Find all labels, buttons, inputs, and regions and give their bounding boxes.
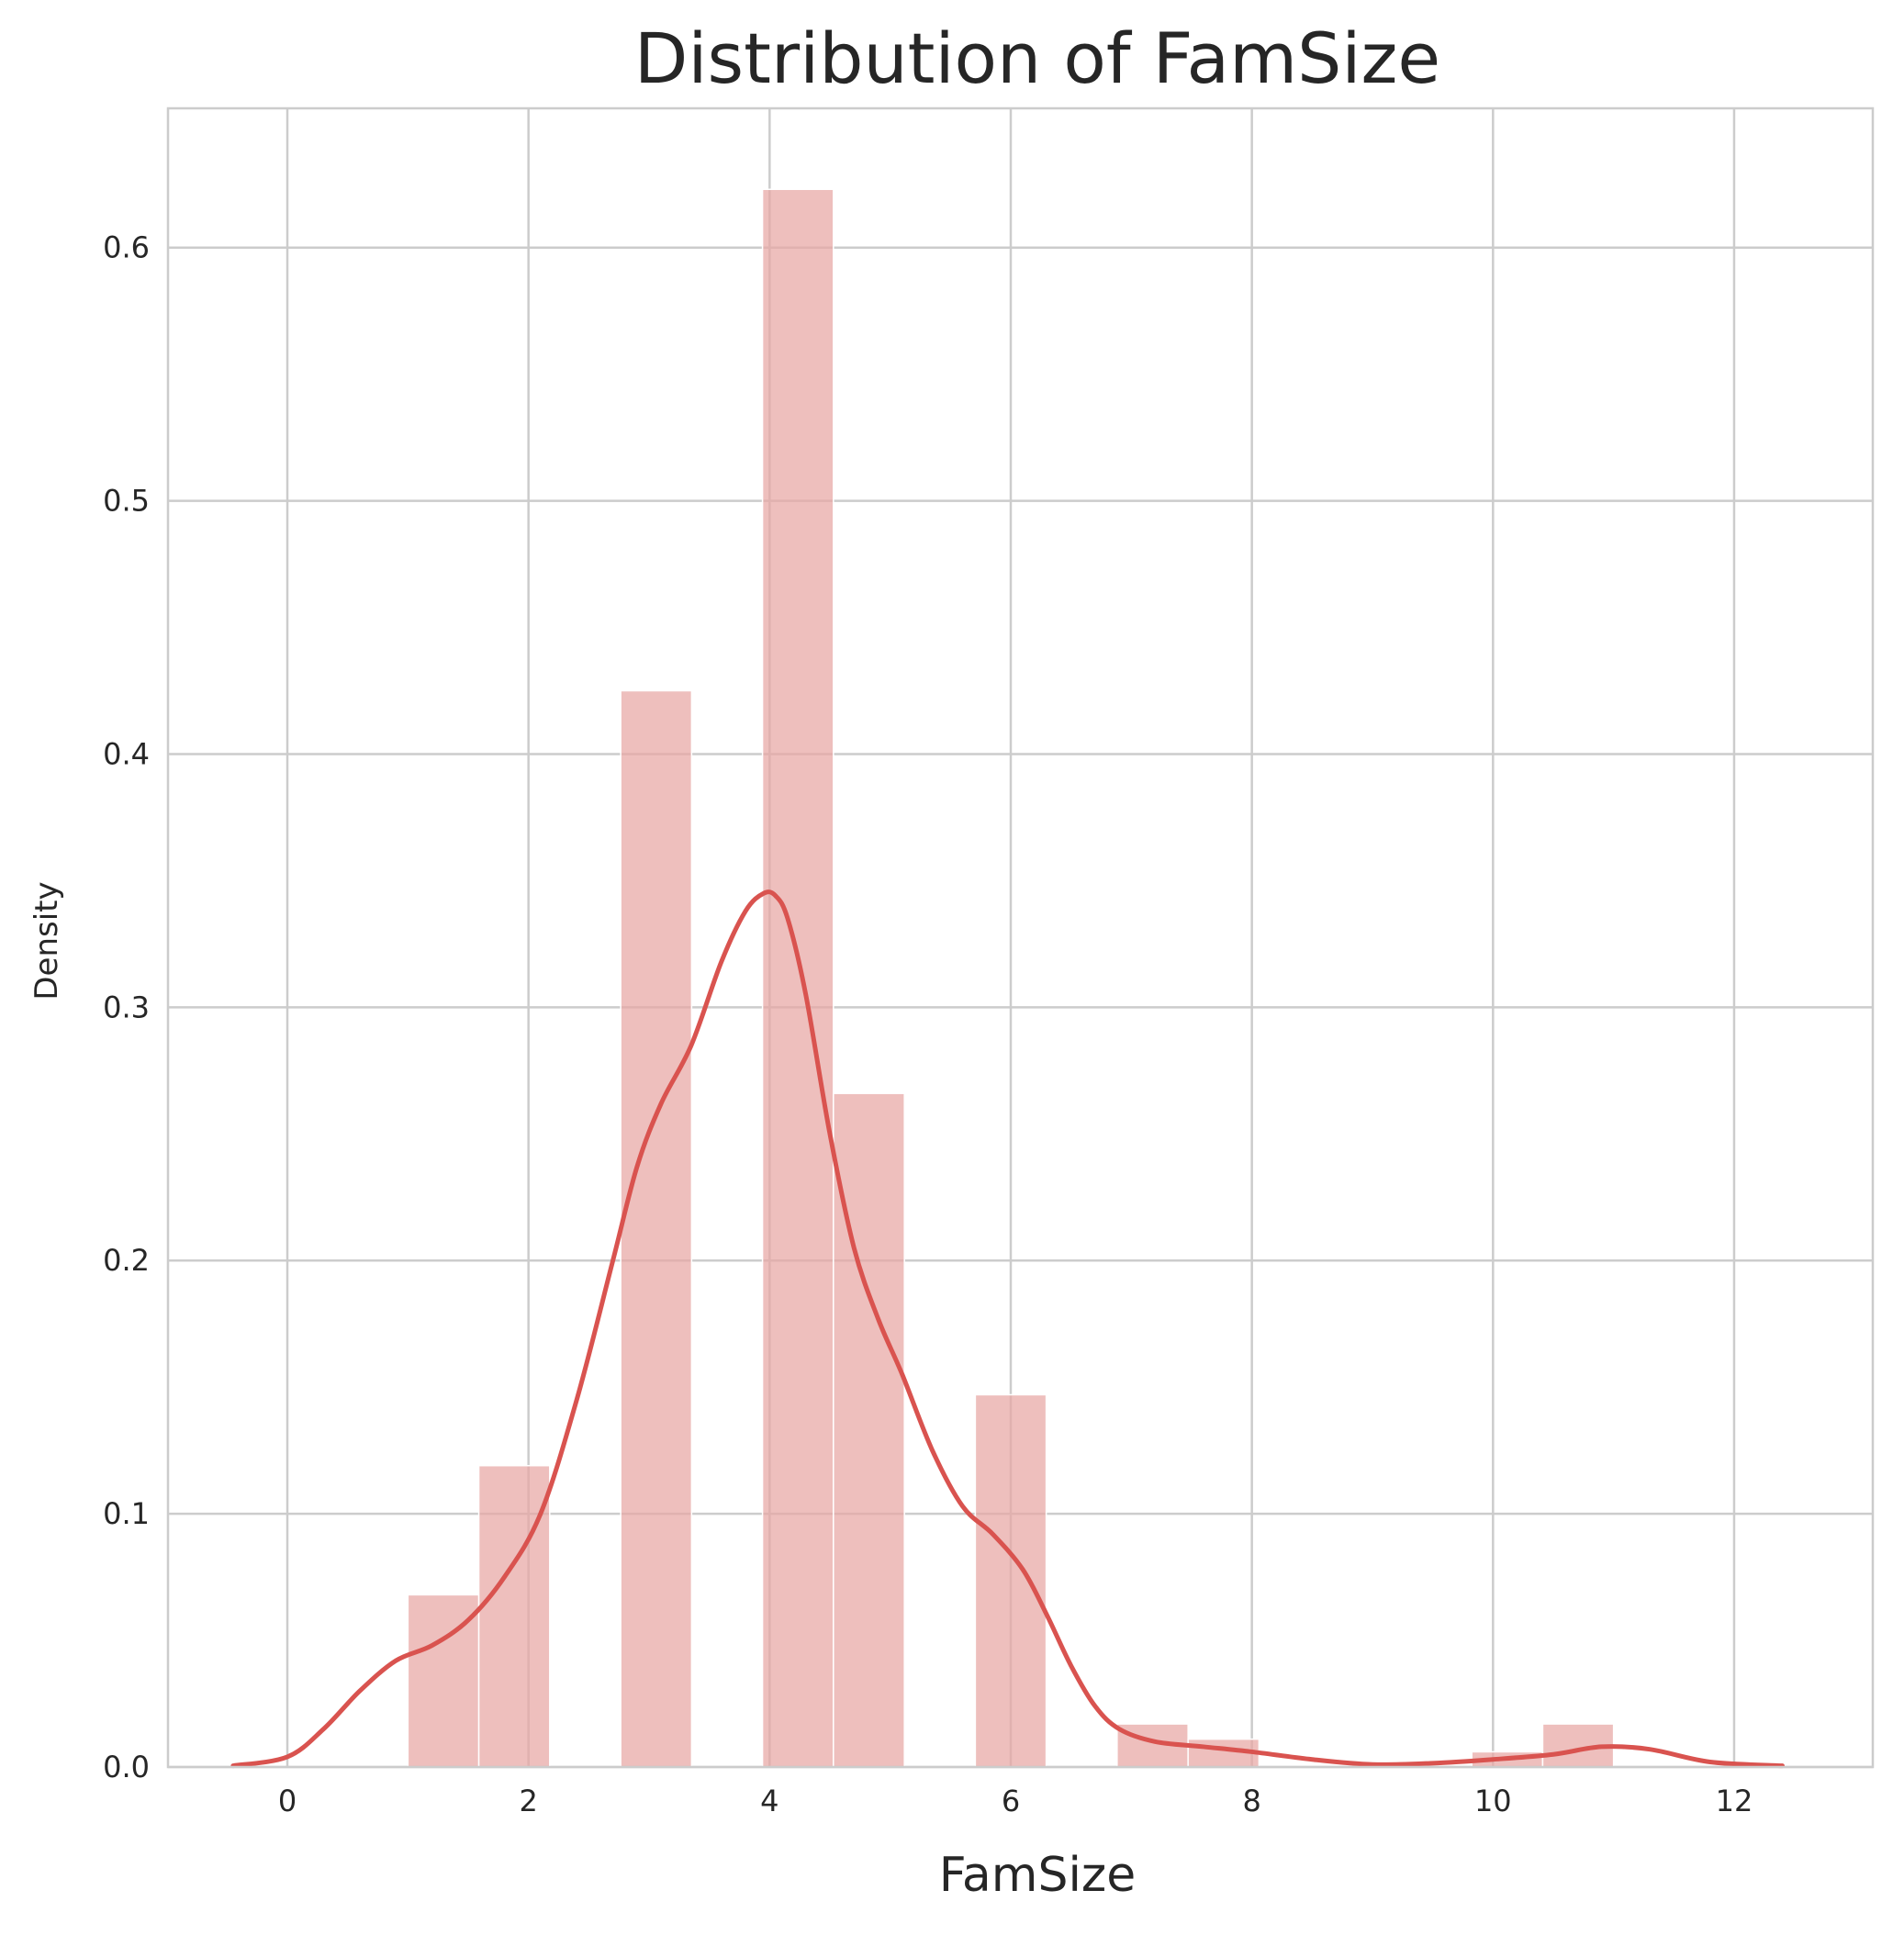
histogram-bar	[761, 188, 834, 1768]
chart-title: Distribution of FamSize	[634, 17, 1440, 99]
y-tick-label: 0.2	[103, 1243, 150, 1278]
y-axis-label: Density	[28, 881, 65, 1000]
y-tick-label: 0.4	[103, 736, 150, 771]
histogram-bar	[974, 1393, 1047, 1768]
x-tick-label: 12	[1716, 1784, 1753, 1818]
x-tick-label: 8	[1242, 1784, 1260, 1818]
gridlines	[168, 108, 1873, 1769]
x-axis-ticks: 0 2 4 6 8 10 12	[278, 1784, 1753, 1818]
x-tick-label: 0	[278, 1784, 297, 1818]
y-tick-label: 0.1	[103, 1496, 150, 1531]
histogram-bars	[407, 188, 1615, 1768]
histogram-bar	[620, 689, 693, 1768]
x-tick-label: 2	[519, 1784, 537, 1818]
y-tick-label: 0.3	[103, 990, 150, 1024]
y-tick-label: 0.0	[103, 1750, 150, 1784]
y-axis-ticks: 0.0 0.1 0.2 0.3 0.4 0.5 0.6	[103, 230, 150, 1784]
x-tick-label: 10	[1474, 1784, 1512, 1818]
x-tick-label: 4	[760, 1784, 778, 1818]
kde-curve	[230, 889, 1785, 1769]
y-tick-label: 0.5	[103, 484, 150, 519]
axes-frame	[166, 106, 1875, 1769]
y-tick-label: 0.6	[103, 230, 150, 265]
histogram-bar	[477, 1464, 551, 1768]
x-axis-label: FamSize	[939, 1848, 1136, 1903]
x-tick-label: 6	[1002, 1784, 1020, 1818]
